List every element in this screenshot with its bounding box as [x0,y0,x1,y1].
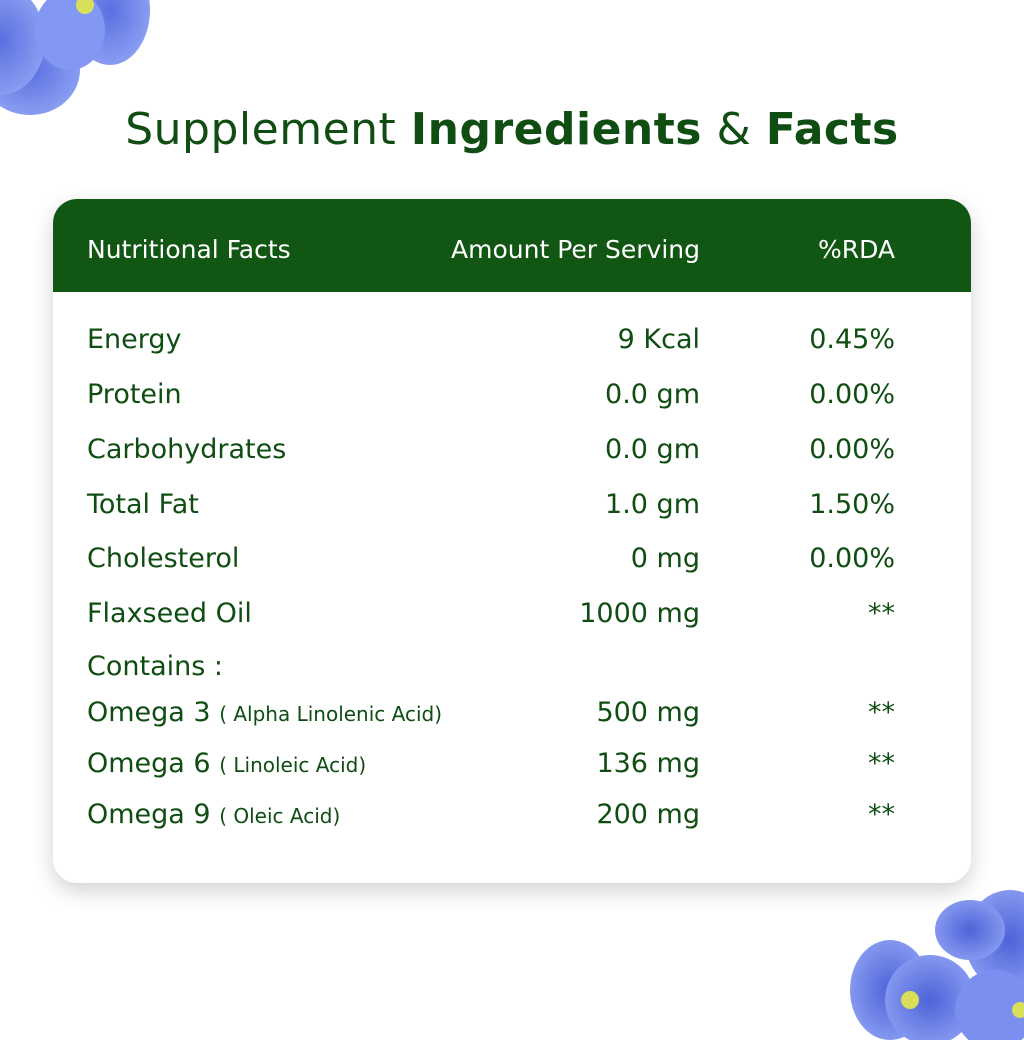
title-bold: Ingredients [410,104,702,155]
nutrient-name: Omega 3 ( Alpha Linolenic Acid) [87,697,442,728]
amount: 136 mg [596,748,700,779]
table-row: Flaxseed Oil 1000 mg ** [53,598,971,638]
title-text: Supplement [125,104,411,155]
nutrient-name: Protein [87,379,182,410]
omega-note: ( Linoleic Acid) [219,753,367,777]
omega-name: Omega 6 [87,748,211,779]
omega-name: Omega 3 [87,697,211,728]
header-nutritional-facts: Nutritional Facts [87,235,291,264]
amount: 500 mg [596,697,700,728]
header-amount: Amount Per Serving [451,235,700,264]
rda: 0.00% [809,434,895,465]
rda: 0.00% [809,543,895,574]
omega-note: ( Oleic Acid) [219,804,341,828]
title-text: & [701,104,766,155]
table-row: Protein 0.0 gm 0.00% [53,379,971,419]
flax-flower-top-left [0,0,150,115]
page-title: Supplement Ingredients & Facts [0,104,1024,155]
table-header: Nutritional Facts Amount Per Serving %RD… [53,199,971,292]
nutrient-name: Cholesterol [87,543,240,574]
title-bold: Facts [765,104,899,155]
table-row: Energy 9 Kcal 0.45% [53,324,971,364]
nutrient-name: Carbohydrates [87,434,287,465]
nutrient-name: Energy [87,324,182,355]
rda: 0.45% [809,324,895,355]
table-row: Cholesterol 0 mg 0.00% [53,543,971,583]
contains-text: Contains : [87,651,223,682]
amount: 1000 mg [579,598,700,629]
flax-flower-bottom-right [850,890,1024,1040]
table-row: Omega 3 ( Alpha Linolenic Acid) 500 mg ** [53,697,971,737]
rda: ** [868,748,895,779]
header-rda: %RDA [817,235,895,264]
table-row: Omega 9 ( Oleic Acid) 200 mg ** [53,799,971,839]
rda: 0.00% [809,379,895,410]
rda: ** [868,598,895,629]
amount: 200 mg [596,799,700,830]
amount: 0.0 gm [605,379,700,410]
nutrient-name: Omega 9 ( Oleic Acid) [87,799,340,830]
table-row: Omega 6 ( Linoleic Acid) 136 mg ** [53,748,971,788]
nutrient-name: Omega 6 ( Linoleic Acid) [87,748,366,779]
rda: ** [868,799,895,830]
omega-note: ( Alpha Linolenic Acid) [219,702,443,726]
rda: ** [868,697,895,728]
amount: 0.0 gm [605,434,700,465]
rda: 1.50% [809,489,895,520]
amount: 0 mg [630,543,700,574]
amount: 1.0 gm [605,489,700,520]
facts-table: Nutritional Facts Amount Per Serving %RD… [53,199,971,883]
contains-label: Contains : [53,651,971,691]
amount: 9 Kcal [617,324,700,355]
table-row: Carbohydrates 0.0 gm 0.00% [53,434,971,474]
omega-name: Omega 9 [87,799,211,830]
table-row: Total Fat 1.0 gm 1.50% [53,489,971,529]
nutrient-name: Total Fat [87,489,199,520]
nutrient-name: Flaxseed Oil [87,598,252,629]
